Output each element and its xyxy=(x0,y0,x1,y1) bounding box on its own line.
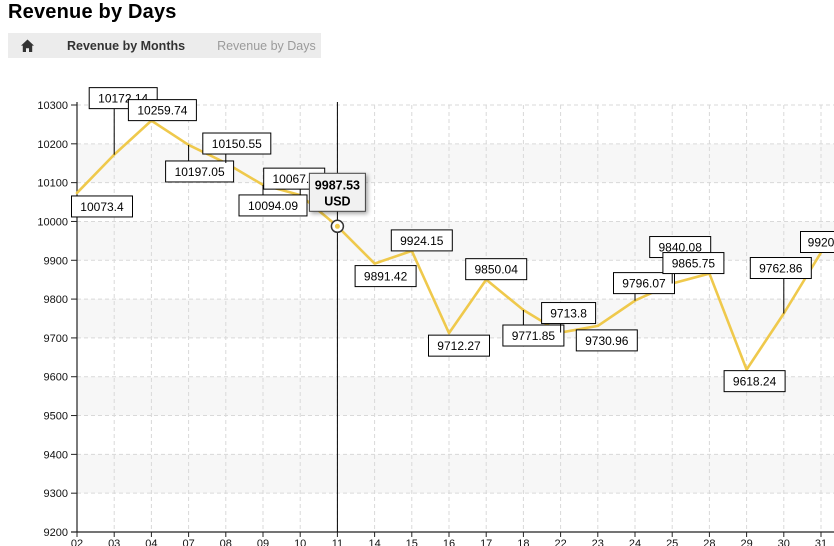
y-tick-label: 9200 xyxy=(44,527,68,539)
y-tick-label: 9300 xyxy=(44,488,68,500)
point-label: 10094.09 xyxy=(248,199,298,213)
point-label: 9730.96 xyxy=(585,334,629,348)
x-tick-label: 02 xyxy=(71,538,83,546)
y-tick-label: 9700 xyxy=(44,333,68,345)
breadcrumb-item-revenue-by-months[interactable]: Revenue by Months xyxy=(67,38,186,53)
tooltip: 9987.53 USD xyxy=(308,172,366,212)
x-tick-label: 15 xyxy=(406,538,418,546)
chart-band xyxy=(77,299,834,338)
breadcrumb-separator-icon xyxy=(197,33,205,58)
y-tick-label: 9600 xyxy=(44,372,68,384)
breadcrumb-separator-icon xyxy=(47,33,55,58)
point-label: 10073.4 xyxy=(80,200,124,214)
y-tick-label: 9900 xyxy=(44,255,68,267)
point-label-box xyxy=(575,329,638,352)
point-label-box xyxy=(800,231,834,254)
point-label-box xyxy=(354,265,417,288)
y-tick-label: 10000 xyxy=(37,216,68,228)
point-label-box xyxy=(428,334,490,357)
tooltip-box xyxy=(308,172,366,212)
x-tick-label: 25 xyxy=(666,538,678,546)
point-label: 9713.8 xyxy=(550,307,587,321)
point-label-box xyxy=(613,272,675,295)
point-label: 10197.05 xyxy=(175,165,225,179)
x-tick-label: 08 xyxy=(220,538,232,546)
x-tick-label: 03 xyxy=(108,538,120,546)
point-label: 10150.55 xyxy=(212,137,262,151)
point-label: 9920 xyxy=(808,236,834,250)
point-label-box xyxy=(71,195,133,218)
point-label: 10067.8 xyxy=(273,172,317,186)
point-label-box xyxy=(723,370,786,393)
x-tick-label: 11 xyxy=(332,538,343,546)
point-label-box xyxy=(238,194,308,217)
point-label-box xyxy=(749,257,812,280)
x-tick-label: 22 xyxy=(554,538,566,546)
point-label: 9891.42 xyxy=(364,270,408,284)
point-label-box xyxy=(165,160,235,183)
y-tick-label: 9500 xyxy=(44,411,68,423)
x-tick-label: 14 xyxy=(368,538,380,546)
point-label: 10259.74 xyxy=(137,104,187,118)
point-label-box xyxy=(465,258,528,281)
y-tick-label: 10300 xyxy=(37,100,68,112)
x-tick-label: 29 xyxy=(740,538,752,546)
point-label: 9712.27 xyxy=(437,339,481,353)
x-tick-label: 16 xyxy=(443,538,455,546)
y-tick-label: 10100 xyxy=(37,178,68,190)
y-tick-label: 9400 xyxy=(44,449,68,461)
x-tick-label: 07 xyxy=(182,538,194,546)
x-tick-label: 28 xyxy=(703,538,715,546)
point-label: 9618.24 xyxy=(733,375,777,389)
x-tick-label: 17 xyxy=(480,538,492,546)
x-tick-label: 23 xyxy=(592,538,604,546)
point-label-box xyxy=(202,132,272,155)
point-label: 9850.04 xyxy=(475,263,519,277)
point-label-box xyxy=(662,252,725,275)
chart-band xyxy=(77,454,834,494)
page-title: Revenue by Days xyxy=(8,1,177,23)
x-tick-label: 18 xyxy=(517,538,529,546)
selected-point-marker-dot xyxy=(334,223,340,229)
x-tick-label: 09 xyxy=(257,538,269,546)
x-tick-label: 10 xyxy=(294,538,306,546)
point-label-box xyxy=(541,302,597,325)
tooltip-value: 9987.53 xyxy=(315,178,360,192)
point-label: 9771.85 xyxy=(512,329,556,343)
y-tick-label: 9800 xyxy=(44,294,68,306)
breadcrumb-item-revenue-by-days: Revenue by Days xyxy=(217,38,316,53)
chart-band xyxy=(77,376,834,416)
breadcrumb: Revenue by Months Revenue by Days xyxy=(8,33,321,58)
y-tick-label: 10200 xyxy=(37,139,68,151)
x-tick-label: 04 xyxy=(145,538,157,546)
x-tick-label: 30 xyxy=(778,538,790,546)
point-label: 9762.86 xyxy=(759,262,803,276)
point-label: 9840.08 xyxy=(659,241,703,255)
point-label-box xyxy=(390,229,453,252)
revenue-line xyxy=(75,119,823,371)
point-label: 9924.15 xyxy=(400,234,444,248)
point-label: 9796.07 xyxy=(622,277,666,291)
x-tick-label: 24 xyxy=(629,538,641,546)
point-label-box xyxy=(127,99,197,122)
tooltip-currency: USD xyxy=(324,194,350,208)
point-label: 9865.75 xyxy=(672,257,716,271)
point-label-box xyxy=(502,324,565,347)
home-icon[interactable] xyxy=(20,39,35,53)
x-tick-label: 31 xyxy=(815,538,827,546)
